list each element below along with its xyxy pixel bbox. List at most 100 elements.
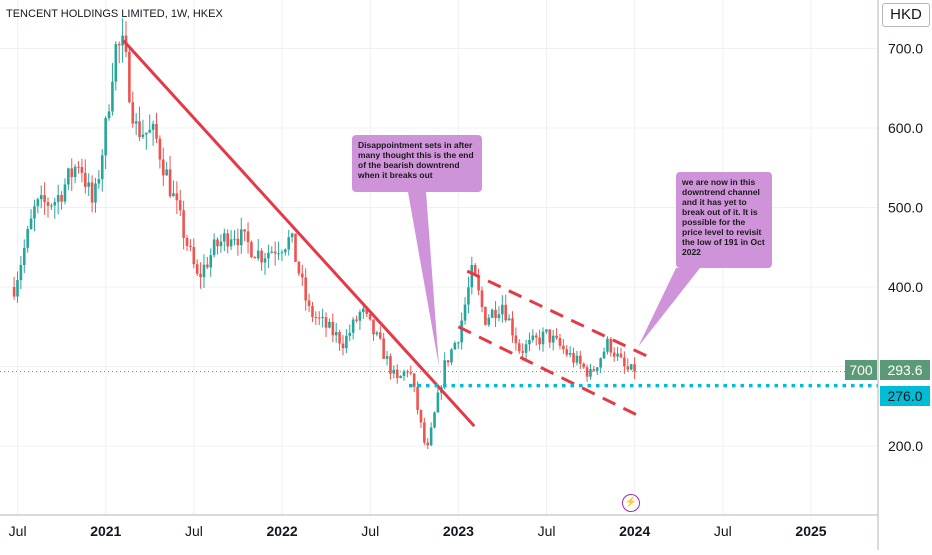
candle-body — [612, 352, 616, 357]
candle-body — [256, 250, 260, 259]
currency-selector[interactable]: HKD — [882, 3, 930, 27]
annotation-pointer — [638, 268, 700, 347]
candle-body — [341, 343, 345, 349]
candle-body — [161, 159, 165, 176]
y-tick-label: 500.0 — [888, 200, 923, 216]
candle-body — [277, 253, 280, 255]
candle-body — [90, 182, 94, 203]
candle-body — [416, 386, 419, 410]
annotation-breakout[interactable]: Disappointment sets in after many though… — [352, 135, 482, 192]
candle-body — [121, 35, 124, 46]
candle-body — [223, 233, 226, 242]
candle-body — [145, 132, 148, 135]
candle-body — [317, 317, 321, 319]
candle-body — [67, 168, 70, 185]
candle-body — [155, 123, 158, 139]
channel-line — [466, 269, 653, 360]
candle-body — [284, 249, 287, 253]
candle-body — [46, 202, 50, 206]
candle-body — [507, 318, 511, 321]
candle-body — [568, 352, 572, 355]
candle-body — [484, 306, 487, 325]
annotation-pointer — [408, 192, 439, 367]
candle-body — [202, 264, 206, 278]
candle-body — [77, 166, 80, 168]
candle-body — [626, 366, 630, 370]
candle-body — [592, 369, 596, 371]
x-tick-label: 2023 — [443, 523, 474, 539]
candle-body — [300, 273, 304, 278]
candle-body — [128, 51, 131, 103]
candle-body — [467, 287, 470, 305]
candle-body — [443, 360, 446, 387]
candle-body — [134, 121, 138, 124]
candle-body — [206, 264, 209, 268]
x-tick-label: Jul — [185, 523, 203, 539]
candle-body — [446, 360, 450, 363]
candle-body — [436, 392, 440, 413]
candle-body — [524, 344, 528, 353]
candle-body — [94, 183, 97, 203]
candle-body — [528, 339, 531, 345]
candle-body — [409, 372, 413, 374]
y-tick-label: 700.0 — [888, 41, 923, 57]
candle-body — [270, 251, 274, 253]
candle-body — [477, 275, 480, 291]
candle-body — [236, 238, 240, 246]
x-tick-label: Jul — [714, 523, 732, 539]
candle-body — [307, 300, 311, 307]
candle-body — [16, 280, 19, 297]
candle-body — [579, 355, 582, 364]
candle-body — [209, 255, 213, 268]
candle-body — [426, 442, 430, 446]
candle-body — [609, 338, 613, 353]
candle-body — [423, 422, 426, 443]
candle-body — [473, 264, 477, 276]
candle-body — [589, 369, 592, 377]
candle-body — [406, 371, 409, 373]
candle-body — [60, 195, 63, 202]
lightning-icon[interactable]: ⚡ — [622, 494, 640, 512]
candle-body — [402, 371, 406, 377]
candle-body — [358, 311, 362, 321]
candle-body — [165, 169, 168, 176]
candle-body — [517, 343, 521, 352]
candle-body — [70, 168, 74, 178]
candle-body — [534, 335, 538, 338]
candle-body — [345, 335, 348, 349]
candle-body — [263, 258, 267, 263]
candle-body — [633, 364, 636, 372]
candle-body — [389, 356, 392, 374]
candle-body — [494, 309, 497, 318]
candle-body — [429, 427, 433, 446]
candle-body — [565, 349, 569, 355]
y-tick-label: 200.0 — [888, 438, 923, 454]
annotation-channel[interactable]: we are now in this downtrend channel and… — [676, 172, 772, 268]
candle-body — [311, 306, 314, 318]
candle-body — [572, 352, 575, 363]
x-tick-label: 2022 — [267, 523, 298, 539]
candle-body — [84, 172, 87, 187]
candle-body — [229, 239, 233, 247]
candle-body — [314, 317, 318, 319]
candle-body — [599, 358, 602, 368]
candle-body — [97, 179, 101, 184]
candle-body — [243, 229, 246, 232]
candle-body — [50, 205, 53, 207]
candle-body — [378, 332, 382, 339]
candle-body — [260, 250, 263, 263]
candle-body — [100, 155, 104, 180]
candle-body — [328, 321, 331, 328]
candle-body — [290, 233, 294, 238]
candle-body — [267, 252, 270, 259]
candle-body — [250, 242, 253, 258]
candle-body — [355, 319, 358, 321]
candle-body — [463, 304, 467, 321]
candle-body — [460, 320, 463, 343]
candle-body — [107, 111, 111, 119]
candle-body — [562, 345, 565, 350]
candle-body — [395, 369, 399, 378]
x-tick-label: 2024 — [619, 523, 650, 539]
